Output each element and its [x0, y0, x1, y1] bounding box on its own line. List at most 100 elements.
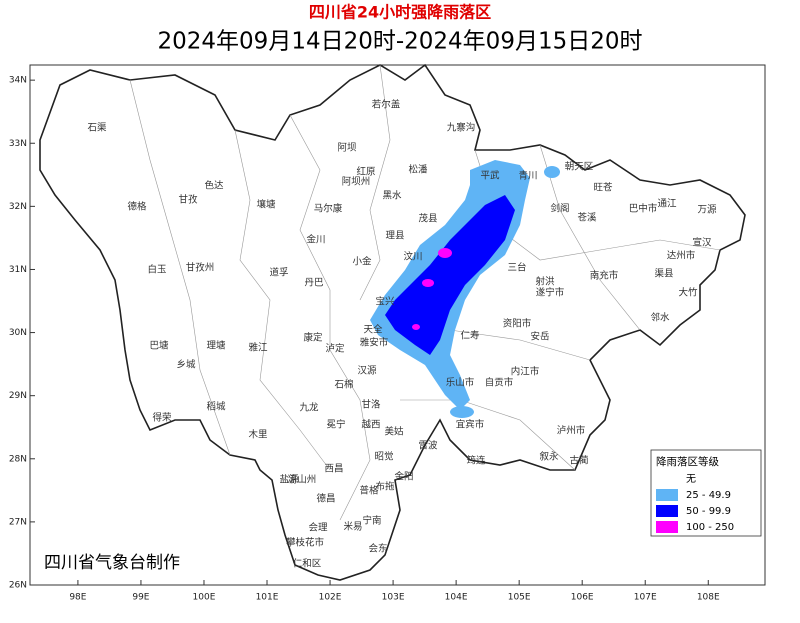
place-label: 凉山州 — [288, 474, 317, 486]
lon-tick-label: 104E — [445, 593, 468, 603]
place-label: 九龙 — [299, 402, 319, 414]
place-label: 会东 — [368, 543, 387, 555]
rain-area-extreme — [438, 248, 452, 258]
place-label: 内江市 — [511, 366, 540, 378]
place-label: 金阳 — [394, 471, 413, 483]
lat-tick-label: 27N — [9, 517, 27, 527]
place-label: 安岳 — [530, 331, 549, 343]
axis-ticks: 34N 33N 32N 31N 30N 29N 28N 27N 26N 98E 99E 100E 101… — [9, 76, 720, 603]
lon-tick-label: 101E — [256, 593, 279, 603]
place-label: 红原 — [356, 166, 375, 178]
place-label: 理塘 — [206, 340, 226, 352]
rain-areas — [370, 160, 560, 418]
legend-label: 100 - 250 — [686, 522, 734, 533]
lon-tick-label: 98E — [69, 593, 86, 603]
place-label: 射洪 — [535, 276, 555, 288]
place-label: 雅安市 — [360, 337, 389, 349]
lon-tick-label: 102E — [319, 593, 342, 603]
place-label: 布拖 — [375, 481, 395, 493]
place-label: 西昌 — [324, 464, 343, 475]
legend-items: 无 25 - 49.9 50 - 99.9 100 - 250 — [656, 473, 734, 533]
place-label: 茂县 — [418, 213, 437, 225]
lon-tick-label: 106E — [571, 593, 594, 603]
lat-tick-label: 31N — [9, 265, 27, 275]
lat-tick-label: 29N — [9, 391, 27, 401]
footer-bg — [38, 550, 198, 574]
place-label: 雅江 — [248, 342, 268, 354]
lon-tick-label: 103E — [382, 593, 405, 603]
place-label: 泸定 — [325, 343, 345, 355]
place-label: 自贡市 — [485, 377, 514, 389]
rain-area-extreme — [412, 324, 420, 330]
place-label: 道孚 — [269, 267, 288, 279]
place-label: 汶川 — [403, 251, 422, 263]
place-label: 三台 — [507, 262, 526, 274]
place-label: 天全 — [363, 324, 383, 336]
place-label: 剑阁 — [550, 203, 569, 215]
place-label: 达州市 — [667, 250, 696, 262]
place-label: 仁和区 — [293, 558, 322, 570]
legend-title: 降雨落区等级 — [656, 455, 719, 468]
rain-area-light — [544, 166, 560, 178]
place-label: 石棉 — [334, 379, 353, 391]
place-label: 丹巴 — [304, 278, 323, 289]
place-label: 泸州市 — [557, 425, 586, 437]
place-label: 仁寿 — [460, 330, 479, 342]
place-label: 乐山市 — [446, 377, 475, 389]
place-label: 青川 — [518, 170, 537, 182]
subtitle: 2024年09月14日20时-2024年09月15日20时 — [158, 29, 643, 55]
legend-swatch — [656, 521, 678, 533]
lat-tick-label: 30N — [9, 328, 27, 338]
place-label: 德格 — [127, 201, 147, 213]
rain-area-heavy — [385, 195, 515, 355]
lon-tick-label: 107E — [634, 593, 657, 603]
place-label: 若尔盖 — [372, 99, 401, 111]
place-label: 美姑 — [384, 426, 404, 438]
place-label: 资阳市 — [503, 318, 532, 330]
county-borders — [129, 64, 721, 521]
legend-label: 无 — [686, 474, 696, 485]
place-label: 阿坝 — [337, 143, 357, 154]
place-label: 盐源 — [279, 474, 299, 486]
place-label: 乡城 — [176, 360, 196, 371]
lon-tick-label: 100E — [193, 593, 216, 603]
place-label: 理县 — [385, 231, 404, 242]
place-label: 南充市 — [590, 270, 619, 282]
title: 四川省24小时强降雨落区 — [309, 3, 491, 22]
place-label: 康定 — [303, 332, 323, 344]
place-label: 小金 — [352, 256, 372, 268]
place-label: 渠县 — [654, 268, 673, 280]
lon-tick-label: 108E — [697, 593, 720, 603]
lat-tick-label: 34N — [9, 76, 27, 86]
legend-label: 25 - 49.9 — [686, 490, 731, 501]
legend-swatch — [656, 505, 678, 517]
place-label: 壤塘 — [256, 199, 276, 211]
place-label: 叙永 — [539, 451, 559, 463]
footer: 四川省气象台制作 — [44, 553, 180, 573]
place-label: 雷波 — [418, 440, 438, 452]
lon-tick-label: 99E — [132, 593, 149, 603]
place-label: 汉源 — [357, 366, 377, 377]
place-label: 宝兴 — [375, 296, 394, 308]
rain-area-light — [450, 406, 474, 418]
place-label: 大竹 — [678, 287, 698, 299]
place-label: 石渠 — [87, 122, 107, 134]
rain-area-extreme — [422, 279, 434, 287]
place-label: 古蔺 — [569, 455, 588, 467]
place-label: 白玉 — [147, 264, 167, 276]
place-label: 攀枝花市 — [286, 537, 325, 549]
place-label: 金川 — [306, 234, 325, 246]
place-label: 巴塘 — [149, 340, 169, 352]
lat-tick-label: 33N — [9, 139, 27, 149]
place-label: 稻城 — [206, 402, 226, 413]
place-label: 甘孜州 — [186, 262, 215, 274]
place-label: 米易 — [343, 521, 362, 533]
place-label: 宁南 — [362, 515, 381, 527]
place-label: 九寨沟 — [447, 122, 476, 134]
place-label: 马尔康 — [314, 203, 343, 215]
legend: 降雨落区等级 无 25 - 49.9 50 - 99.9 100 - 250 — [650, 449, 762, 537]
place-label: 木里 — [248, 429, 267, 441]
place-label: 筠连 — [466, 455, 486, 467]
